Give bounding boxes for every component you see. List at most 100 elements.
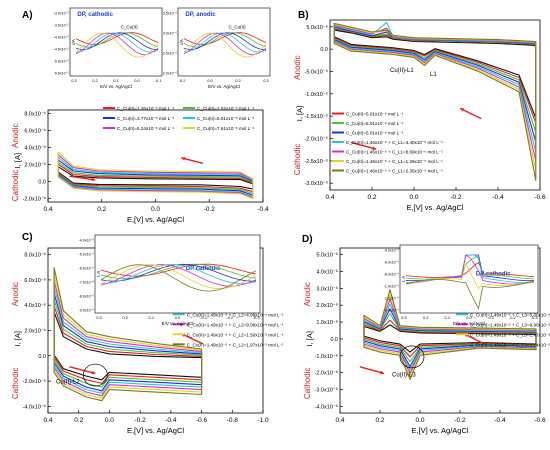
inset-y-tick-label: -3.0x10⁻⁵ xyxy=(54,12,70,16)
y-tick-label: -2.0x10⁻⁶ xyxy=(22,378,46,385)
inset-title: DP, cathodic xyxy=(77,12,113,18)
inset-x-tick-label: -0.2 xyxy=(226,315,234,320)
inset-y-tick-label: -1.0x10⁻⁵ xyxy=(384,285,400,289)
inset-x-tick-label: 0.0 xyxy=(175,315,181,320)
scan-arrow xyxy=(69,175,96,181)
inset-y-tick-label: -5.0x10⁻⁵ xyxy=(54,60,70,64)
legend-entry: C_Cu(II)=2.52x10⁻⁶ mol L⁻¹ xyxy=(197,106,255,111)
legend-entry: C_Cu(II)=3.77x10⁻⁶ mol L⁻¹ xyxy=(117,116,175,121)
series-line-magenta xyxy=(53,280,203,397)
legend-entry: C_Cu(II)=1.49x10⁻⁵ + C_L2=9.98x10⁻⁶ mol … xyxy=(187,322,284,327)
series-line-olive xyxy=(53,267,203,402)
x-tick-label: 0.2 xyxy=(74,417,83,424)
legend-entry: C_Cu(II)=5.01x10⁻⁶ mol L⁻¹ xyxy=(346,131,404,136)
inset-series-yellow xyxy=(75,32,159,58)
y-tick-label: 2.0x10⁻⁶ xyxy=(24,328,46,335)
inset-x-tick-label: -0.2 xyxy=(179,78,187,83)
inset-y-tick-label: -4.0x10⁻⁵ xyxy=(54,36,70,40)
series-line-black xyxy=(53,311,203,381)
cathodic-label: Cathodic xyxy=(11,368,20,400)
inset-y-axis-label: I/A xyxy=(179,39,184,45)
legend-entry: C_Cu(II)=1.46x10⁻⁵ + C_L1=4.40x10⁻⁶ mol … xyxy=(346,140,443,145)
scan-arrow xyxy=(181,333,204,345)
inset-x-tick-label: 0.3 xyxy=(401,315,407,320)
scan-arrow-head xyxy=(372,146,377,151)
series-line-yellow xyxy=(57,151,254,200)
y-axis-label: I, [A] xyxy=(13,153,22,168)
y-tick-label: -4.0x10⁻⁶ xyxy=(314,403,338,410)
inset-y-tick-label: -9.0x10⁻⁶ xyxy=(79,309,95,313)
inset-annotation: C_Cu(II) xyxy=(121,24,139,29)
x-tick-label: -0.2 xyxy=(135,417,147,424)
inset-series-magenta xyxy=(183,32,267,56)
legend-entry: C_Cu(II)=1.26x10⁻⁶ mol L⁻¹ xyxy=(117,106,175,111)
y-axis-label: I, [A] xyxy=(295,106,304,121)
inset-x-tick-label: 0.0 xyxy=(466,315,472,320)
panel-label: C) xyxy=(22,232,33,243)
inset-annotation: C_Cu(II) xyxy=(229,24,247,29)
x-tick-label: -0.4 xyxy=(494,417,506,424)
x-axis-label: E,[V] vs. Ag/AgCl xyxy=(406,203,463,212)
legend-entry: C_Cu(II)=5.01x10⁻⁶ mol L⁻¹ xyxy=(197,116,255,121)
annotation: Cu(II)-L1 xyxy=(390,68,414,74)
annotation: Cu(II)-L2 xyxy=(56,379,80,385)
cathodic-label: Cathodic xyxy=(293,144,302,176)
y-tick-label: 0.0 xyxy=(38,354,46,360)
y-tick-label: 0.0 xyxy=(38,179,46,185)
inset-x-tick-label: 0.0 xyxy=(207,78,213,83)
legend-entry: C_Cu(II)=1.46x10⁻⁵ + C_L1=1.29x10⁻⁵ mol … xyxy=(346,159,443,164)
panel-label: B) xyxy=(298,10,309,21)
x-tick-label: 0.4 xyxy=(325,194,334,201)
inset-y-tick-label: -6.0x10⁻⁶ xyxy=(384,261,400,265)
anodic-label: Anodic xyxy=(293,55,302,79)
y-tick-label: 0.0 xyxy=(330,337,338,343)
series-line-olive xyxy=(333,22,537,181)
inset-y-tick-label: -6.0x10⁻⁶ xyxy=(79,267,95,271)
inset-x-tick-label: 0.3 xyxy=(71,78,77,83)
x-tick-label: 0.0 xyxy=(415,417,424,424)
inset-series-olive xyxy=(100,264,257,292)
y-tick-label: -3.0x10⁻⁵ xyxy=(304,180,328,187)
inset-y-tick-label: -8.0x10⁻⁶ xyxy=(79,295,95,299)
legend-entry: C_Cu(II)=1.49x10⁻⁵ + C_L2=4.99x10⁻⁶ mol … xyxy=(187,312,284,317)
inset-x-tick-label: 0.3 xyxy=(96,315,102,320)
inset-y-tick-label: -1.4x10⁻⁵ xyxy=(384,309,400,313)
inset-title: DP, anodic xyxy=(185,12,216,18)
highlight-circle xyxy=(82,363,108,387)
inset-x-tick-label: 0.1 xyxy=(113,78,119,83)
x-tick-label: 0.4 xyxy=(335,417,344,424)
y-tick-label: 5.0x10⁻⁶ xyxy=(316,252,338,259)
inset-x-tick-label: 0.1 xyxy=(149,315,155,320)
cathodic-label: Cathodic xyxy=(303,368,312,400)
inset-series-cyan xyxy=(75,32,159,53)
inset-y-tick-label: 2.5x10⁻⁵ xyxy=(163,52,178,56)
inset-y-tick-label: -3.5x10⁻⁵ xyxy=(54,24,70,28)
legend-entry: C_Cu(II)=5.01x10⁻⁶ mol L⁻¹ xyxy=(346,121,404,126)
legend-entry: C_Cu(II)=1.49x10⁻⁵ + C_L3=2.74x10⁻⁵ mol … xyxy=(470,342,550,347)
x-tick-label: 0.4 xyxy=(43,417,52,424)
y-axis-label: I, [A] xyxy=(305,331,314,346)
scan-arrow xyxy=(181,157,203,165)
inset-series-yellow xyxy=(100,264,257,290)
y-tick-label: 4.0x10⁻⁶ xyxy=(24,145,46,152)
x-tick-label: 0.2 xyxy=(97,206,106,213)
inset-x-tick-label: 0.3 xyxy=(263,78,269,83)
series-line-green xyxy=(53,299,203,388)
highlight-circle xyxy=(399,345,425,369)
legend-entry: C_Cu(II)=5.01x10⁻⁶ mol L⁻¹ xyxy=(346,112,404,117)
x-tick-label: -0.4 xyxy=(257,206,269,213)
scan-arrow-head xyxy=(460,108,465,112)
legend-entry: C_Cu(II)=1.46x10⁻⁵ + C_L1=8.69x10⁻⁶ mol … xyxy=(346,150,443,155)
inset-y-axis-label: I/A xyxy=(71,39,76,45)
x-tick-label: -0.6 xyxy=(196,417,208,424)
x-tick-label: -0.6 xyxy=(534,194,546,201)
inset-series-red xyxy=(405,261,535,278)
inset-x-tick-label: 0.2 xyxy=(92,78,98,83)
legend-entry: C_Cu(II)=1.49x10⁻⁵ + C_L3=5.00x10⁻⁶ mol … xyxy=(470,312,550,317)
y-tick-label: -2.5x10⁻⁵ xyxy=(304,158,328,165)
x-tick-label: -0.4 xyxy=(165,417,177,424)
inset-y-tick-label: -5.0x10⁻⁶ xyxy=(79,253,95,257)
scan-arrow xyxy=(69,366,96,375)
inset-title: DP cathodic xyxy=(476,272,511,278)
